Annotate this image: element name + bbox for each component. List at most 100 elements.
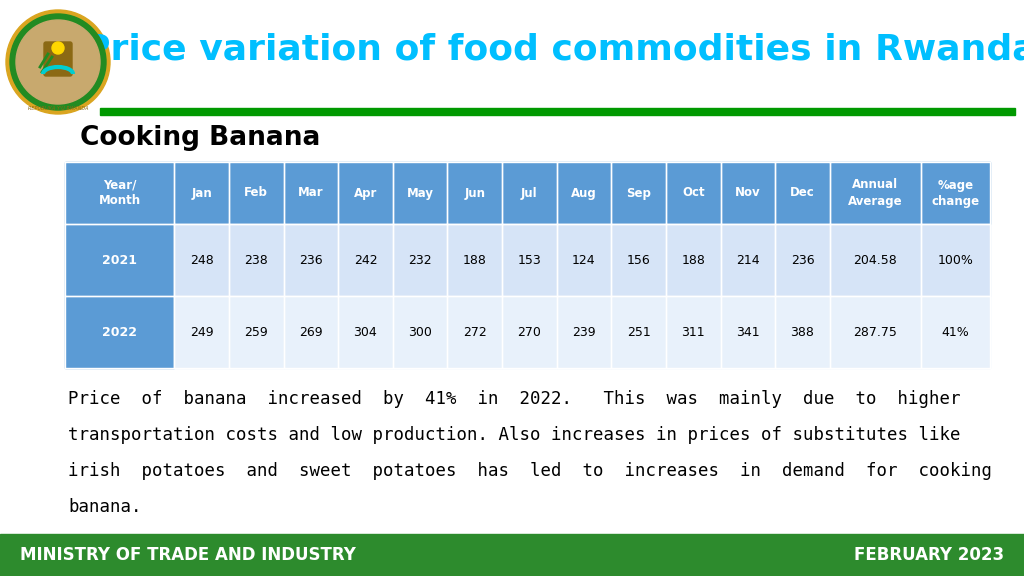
Bar [721,296,775,368]
Text: Feb: Feb [245,187,268,199]
Text: Aug: Aug [571,187,597,199]
Text: Jul: Jul [521,187,538,199]
Text: 214: 214 [736,253,760,267]
Text: 270: 270 [517,325,542,339]
Bar [502,162,557,224]
Text: 259: 259 [245,325,268,339]
Circle shape [6,10,110,114]
Text: MINISTRY OF TRADE AND INDUSTRY: MINISTRY OF TRADE AND INDUSTRY [20,546,356,564]
Bar [921,162,990,224]
Text: 2022: 2022 [102,325,137,339]
Bar [921,224,990,296]
FancyBboxPatch shape [44,42,72,76]
Bar [284,224,338,296]
Bar [284,162,338,224]
Text: 242: 242 [353,253,377,267]
Text: 188: 188 [463,253,486,267]
Bar [174,162,229,224]
Bar [829,162,921,224]
Bar [775,296,829,368]
Text: 236: 236 [299,253,323,267]
Bar [0,534,1024,576]
Text: transportation costs and low production. Also increases in prices of substitutes: transportation costs and low production.… [68,426,961,444]
Bar [393,296,447,368]
Bar [611,162,666,224]
Bar [65,162,174,224]
Bar [666,162,721,224]
Bar [611,224,666,296]
Bar [502,224,557,296]
Circle shape [10,14,106,110]
Text: 300: 300 [409,325,432,339]
Text: 156: 156 [627,253,650,267]
Text: Annual
Average: Annual Average [848,179,902,207]
Bar [721,224,775,296]
Bar [338,224,393,296]
Text: May: May [407,187,433,199]
Bar [557,296,611,368]
Text: Dec: Dec [791,187,815,199]
Bar [338,296,393,368]
Bar [65,296,174,368]
Text: FEBRUARY 2023: FEBRUARY 2023 [854,546,1004,564]
Text: 251: 251 [627,325,650,339]
Text: Year/
Month: Year/ Month [98,179,140,207]
Bar [611,296,666,368]
Text: 388: 388 [791,325,814,339]
Circle shape [16,20,100,104]
Text: irish  potatoes  and  sweet  potatoes  has  led  to  increases  in  demand  for : irish potatoes and sweet potatoes has le… [68,462,992,480]
Text: 304: 304 [353,325,377,339]
Text: 239: 239 [572,325,596,339]
Text: 188: 188 [681,253,706,267]
Bar [557,224,611,296]
Bar [174,224,229,296]
Text: 41%: 41% [941,325,970,339]
Text: 269: 269 [299,325,323,339]
Text: Price variation of food commodities in Rwanda: Price variation of food commodities in R… [84,33,1024,67]
Bar [557,162,611,224]
Text: Oct: Oct [682,187,705,199]
Circle shape [52,42,63,54]
Text: Apr: Apr [353,187,377,199]
Bar [829,296,921,368]
Bar [829,224,921,296]
Text: 272: 272 [463,325,486,339]
Bar [721,162,775,224]
Bar [447,162,502,224]
Bar [393,224,447,296]
Text: Sep: Sep [626,187,651,199]
Bar [666,296,721,368]
Bar [65,224,174,296]
Text: banana.: banana. [68,498,141,516]
Text: 287.75: 287.75 [853,325,897,339]
Bar [284,296,338,368]
Bar [921,296,990,368]
Text: 204.58: 204.58 [853,253,897,267]
Text: Jun: Jun [464,187,485,199]
Text: 311: 311 [681,325,705,339]
Text: 232: 232 [409,253,432,267]
Bar [229,224,284,296]
Bar [174,296,229,368]
Text: 341: 341 [736,325,760,339]
Bar [229,296,284,368]
Text: 124: 124 [572,253,596,267]
Bar [447,296,502,368]
Text: Nov: Nov [735,187,761,199]
Text: 238: 238 [245,253,268,267]
Bar [775,162,829,224]
Text: 2021: 2021 [102,253,137,267]
Bar [100,108,1015,115]
Text: 153: 153 [517,253,542,267]
Text: 248: 248 [189,253,213,267]
Bar [229,162,284,224]
Bar [447,224,502,296]
Text: Mar: Mar [298,187,324,199]
Text: Price  of  banana  increased  by  41%  in  2022.   This  was  mainly  due  to  h: Price of banana increased by 41% in 2022… [68,390,961,408]
Text: %age
change: %age change [932,179,980,207]
Text: REPUBLIKA Y'U RWANDA: REPUBLIKA Y'U RWANDA [28,105,88,111]
Bar [502,296,557,368]
Bar [338,162,393,224]
Bar [393,162,447,224]
Text: Jan: Jan [191,187,212,199]
